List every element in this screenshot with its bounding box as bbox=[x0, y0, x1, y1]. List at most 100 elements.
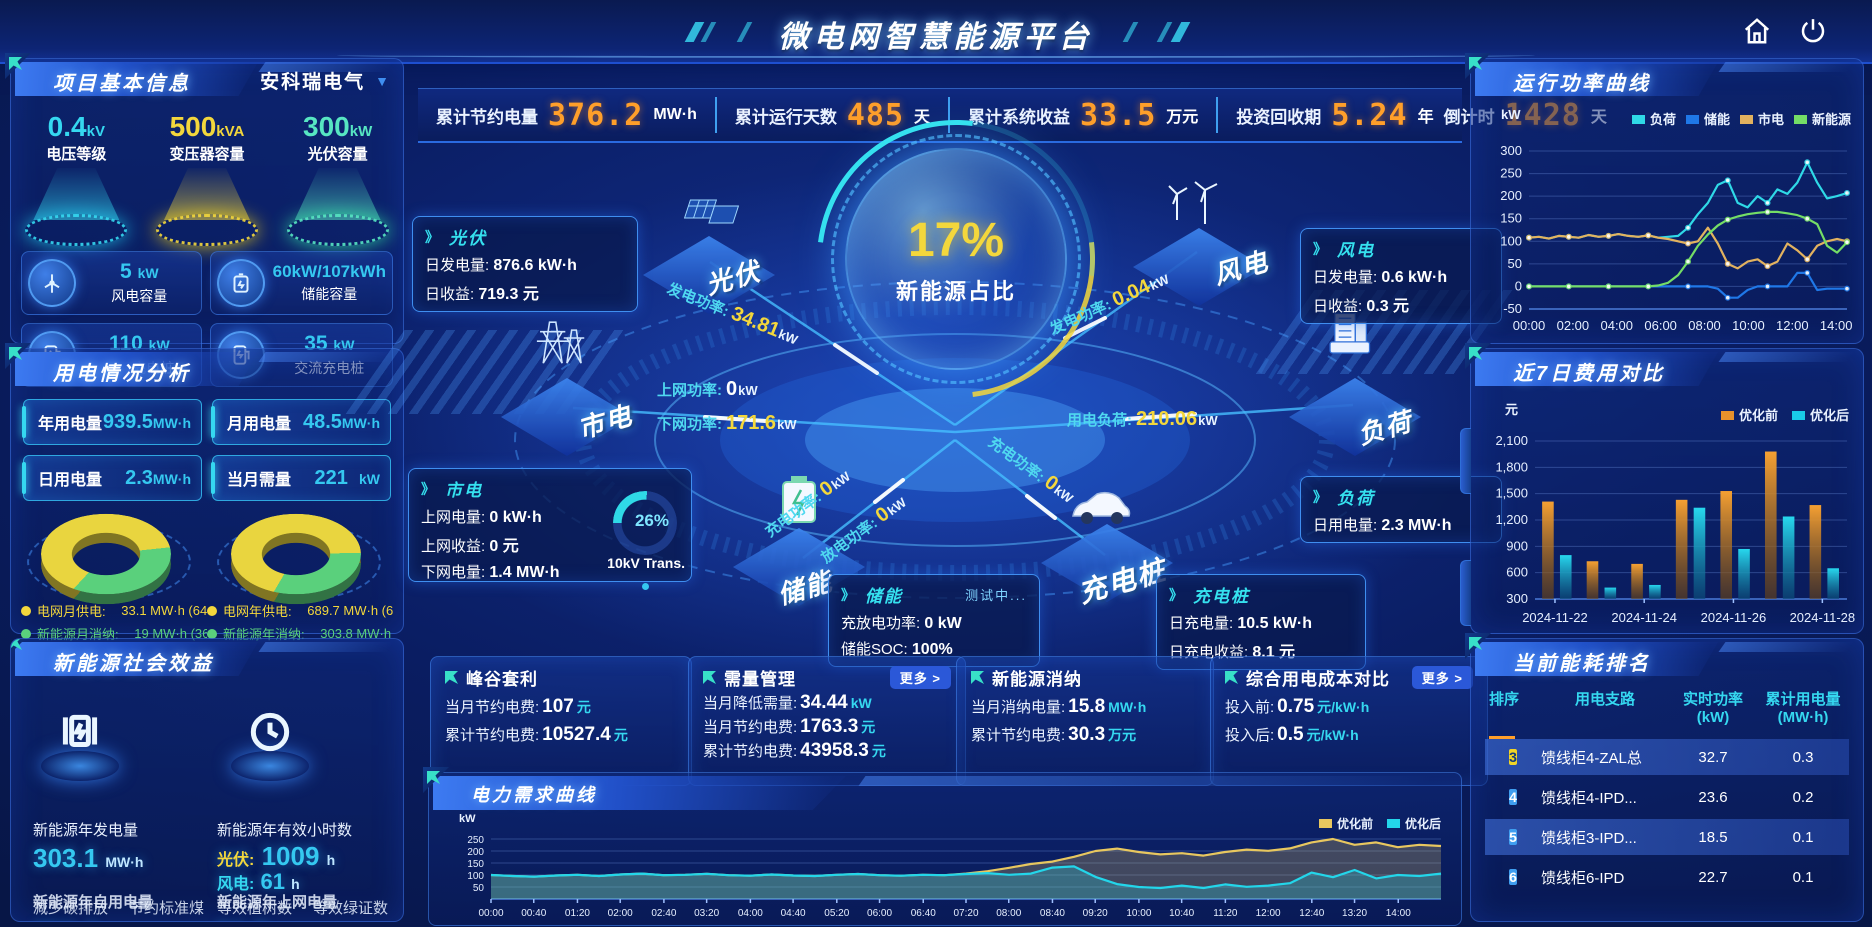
wind-hours-unit: h bbox=[291, 876, 300, 892]
panel-header-bar bbox=[15, 352, 259, 386]
stat-label: 月用电量 bbox=[227, 416, 292, 433]
cone-label: 变压器容量 bbox=[169, 146, 245, 163]
table-row[interactable]: 6 馈线柜6-IPD 22.7 0.1 bbox=[1485, 859, 1849, 895]
corner-flag-icon bbox=[1465, 343, 1491, 369]
lightning-icon bbox=[62, 714, 98, 747]
top-bar: 微电网智慧能源平台 bbox=[0, 0, 1872, 64]
kpi-run-days: 累计运行天数 485 天 bbox=[714, 97, 948, 133]
panel-header: 用电情况分析 bbox=[5, 343, 403, 389]
svg-text:06:40: 06:40 bbox=[911, 908, 936, 919]
svg-text:00:40: 00:40 bbox=[521, 908, 546, 919]
stat-unit: MW·h bbox=[152, 470, 191, 487]
benefit-label: 新能源年自用电量 bbox=[33, 894, 154, 911]
power-icon[interactable] bbox=[1798, 16, 1828, 46]
tile-unit: kW bbox=[137, 265, 159, 281]
benefit-label: 等效植树数 bbox=[217, 900, 293, 917]
pv-hours-label: 光伏: bbox=[217, 852, 255, 869]
svg-text:200: 200 bbox=[467, 847, 484, 858]
flow-export-power: 上网功率: 0kW bbox=[657, 378, 758, 400]
home-icon[interactable] bbox=[1742, 16, 1772, 46]
cone-unit: kVA bbox=[216, 123, 245, 140]
info-box-title: 市电 bbox=[445, 481, 483, 500]
cone-base bbox=[155, 214, 258, 246]
panel-header-bar2 bbox=[1718, 62, 1855, 72]
svg-text:50: 50 bbox=[1508, 256, 1522, 271]
col-header-branch: 用电支路 bbox=[1574, 691, 1635, 708]
legend-item: 储能 bbox=[1685, 109, 1730, 128]
donut-top bbox=[231, 513, 361, 595]
legend-grid-year: 电网年供电: 689.7 MW·h (69%) bbox=[207, 601, 393, 620]
svg-text:300: 300 bbox=[1500, 143, 1522, 158]
pv-hours-unit: h bbox=[326, 852, 336, 868]
wind-turbine-icon bbox=[28, 259, 76, 307]
cone-value: 300 bbox=[303, 111, 350, 142]
project-selector-value: 安科瑞电气 bbox=[260, 72, 366, 93]
wind-hours-value: 61 bbox=[260, 869, 285, 894]
card-title: 峰谷套利 bbox=[466, 670, 538, 689]
table-row[interactable]: 4 馈线柜4-IPD... 23.6 0.2 bbox=[1485, 779, 1849, 815]
transformer-load-gauge bbox=[613, 491, 677, 555]
branch-name: 馈线柜3-IPD... bbox=[1541, 829, 1637, 847]
svg-text:1,500: 1,500 bbox=[1495, 486, 1528, 501]
svg-text:08:00: 08:00 bbox=[1688, 318, 1721, 333]
project-selector[interactable]: 安科瑞电气 ▼ bbox=[260, 67, 389, 94]
power-curve-legend: 负荷 储能 市电 新能源 bbox=[1631, 109, 1851, 128]
legend-value: 33.1 MW·h (64%) bbox=[121, 603, 207, 618]
y-axis-unit: kW bbox=[459, 813, 476, 825]
cone-beam bbox=[294, 168, 381, 220]
cone-pv: 300kW 光伏容量 bbox=[279, 111, 397, 246]
svg-text:12:00: 12:00 bbox=[1776, 318, 1809, 333]
legend-item: 优化后 bbox=[1791, 405, 1849, 424]
load-info-box: 》负荷 日用电量: 2.3 MW·h bbox=[1300, 476, 1502, 543]
panel-header-bar2 bbox=[1718, 642, 1855, 652]
table-row[interactable]: 3 馈线柜4-ZAL总 32.7 0.3 bbox=[1485, 739, 1849, 775]
solar-panel-icon bbox=[667, 192, 743, 252]
svg-text:10:00: 10:00 bbox=[1732, 318, 1765, 333]
table-row[interactable]: 5 馈线柜3-IPD... 18.5 0.1 bbox=[1485, 819, 1849, 855]
rank-badge: 4 bbox=[1509, 788, 1517, 805]
benefit-label: 减少碳排放 bbox=[33, 900, 109, 917]
panel-collapse-handle[interactable] bbox=[1460, 428, 1471, 494]
donut-legends: 电网月供电: 33.1 MW·h (64%) 电网年供电: 689.7 MW·h… bbox=[21, 601, 393, 643]
more-button[interactable]: 更多 > bbox=[889, 666, 951, 689]
stat-value: 2.3 bbox=[125, 466, 153, 489]
stat-year-usage: 年用电量 939.5MW·h bbox=[22, 399, 202, 445]
svg-text:100: 100 bbox=[1500, 233, 1522, 248]
svg-text:1,800: 1,800 bbox=[1495, 459, 1528, 474]
benefit-value: 251.4 bbox=[33, 917, 98, 921]
rank-badge: 6 bbox=[1509, 868, 1517, 885]
kpi-value: 485 bbox=[846, 97, 905, 133]
ev-car-icon bbox=[1061, 476, 1137, 536]
panel-title: 电力需求曲线 bbox=[471, 785, 597, 805]
panel-usage-analysis: 用电情况分析 年用电量 939.5MW·h 月用电量 48.5MW·h 日用电量 2.… bbox=[5, 343, 404, 642]
stat-month-demand: 当月需量 221 kW bbox=[211, 455, 391, 501]
legend-item: 优化前 bbox=[1720, 405, 1778, 424]
cone-label: 光伏容量 bbox=[307, 146, 368, 163]
kpi-label: 投资回收期 bbox=[1236, 107, 1322, 127]
arrow-icon: 》 bbox=[1313, 488, 1329, 505]
tile-value: 60kW/107kWh bbox=[272, 262, 386, 281]
svg-text:0: 0 bbox=[1515, 278, 1522, 293]
flow-load-power: 用电负荷: 210.06kW bbox=[1067, 408, 1218, 430]
panel-collapse-handle[interactable] bbox=[1460, 560, 1471, 626]
svg-text:900: 900 bbox=[1506, 538, 1528, 553]
branch-name: 馈线柜4-ZAL总 bbox=[1541, 749, 1642, 767]
svg-text:250: 250 bbox=[467, 835, 484, 846]
cone-beam bbox=[33, 168, 120, 220]
hours-pedestal bbox=[227, 707, 313, 793]
cost-legend: 优化前 优化后 bbox=[1720, 405, 1849, 424]
corner-flag-icon bbox=[5, 53, 31, 79]
battery-icon bbox=[216, 259, 265, 307]
svg-text:11:20: 11:20 bbox=[1213, 908, 1238, 919]
tile-storage-capacity: 60kW/107kWh 储能容量 bbox=[209, 251, 393, 315]
legend-item: 新能源 bbox=[1793, 109, 1851, 128]
panel-title: 近7日费用对比 bbox=[1513, 363, 1666, 385]
y-axis-unit: 元 bbox=[1505, 402, 1519, 417]
svg-text:2,100: 2,100 bbox=[1495, 433, 1528, 448]
benefit-label: 新能源年上网电量 bbox=[217, 894, 338, 911]
more-button[interactable]: 更多 > bbox=[1411, 666, 1473, 689]
kpi-label: 累计节约电量 bbox=[436, 107, 538, 127]
svg-text:600: 600 bbox=[1506, 565, 1528, 580]
legend-value: 689.7 MW·h (69%) bbox=[307, 603, 393, 618]
